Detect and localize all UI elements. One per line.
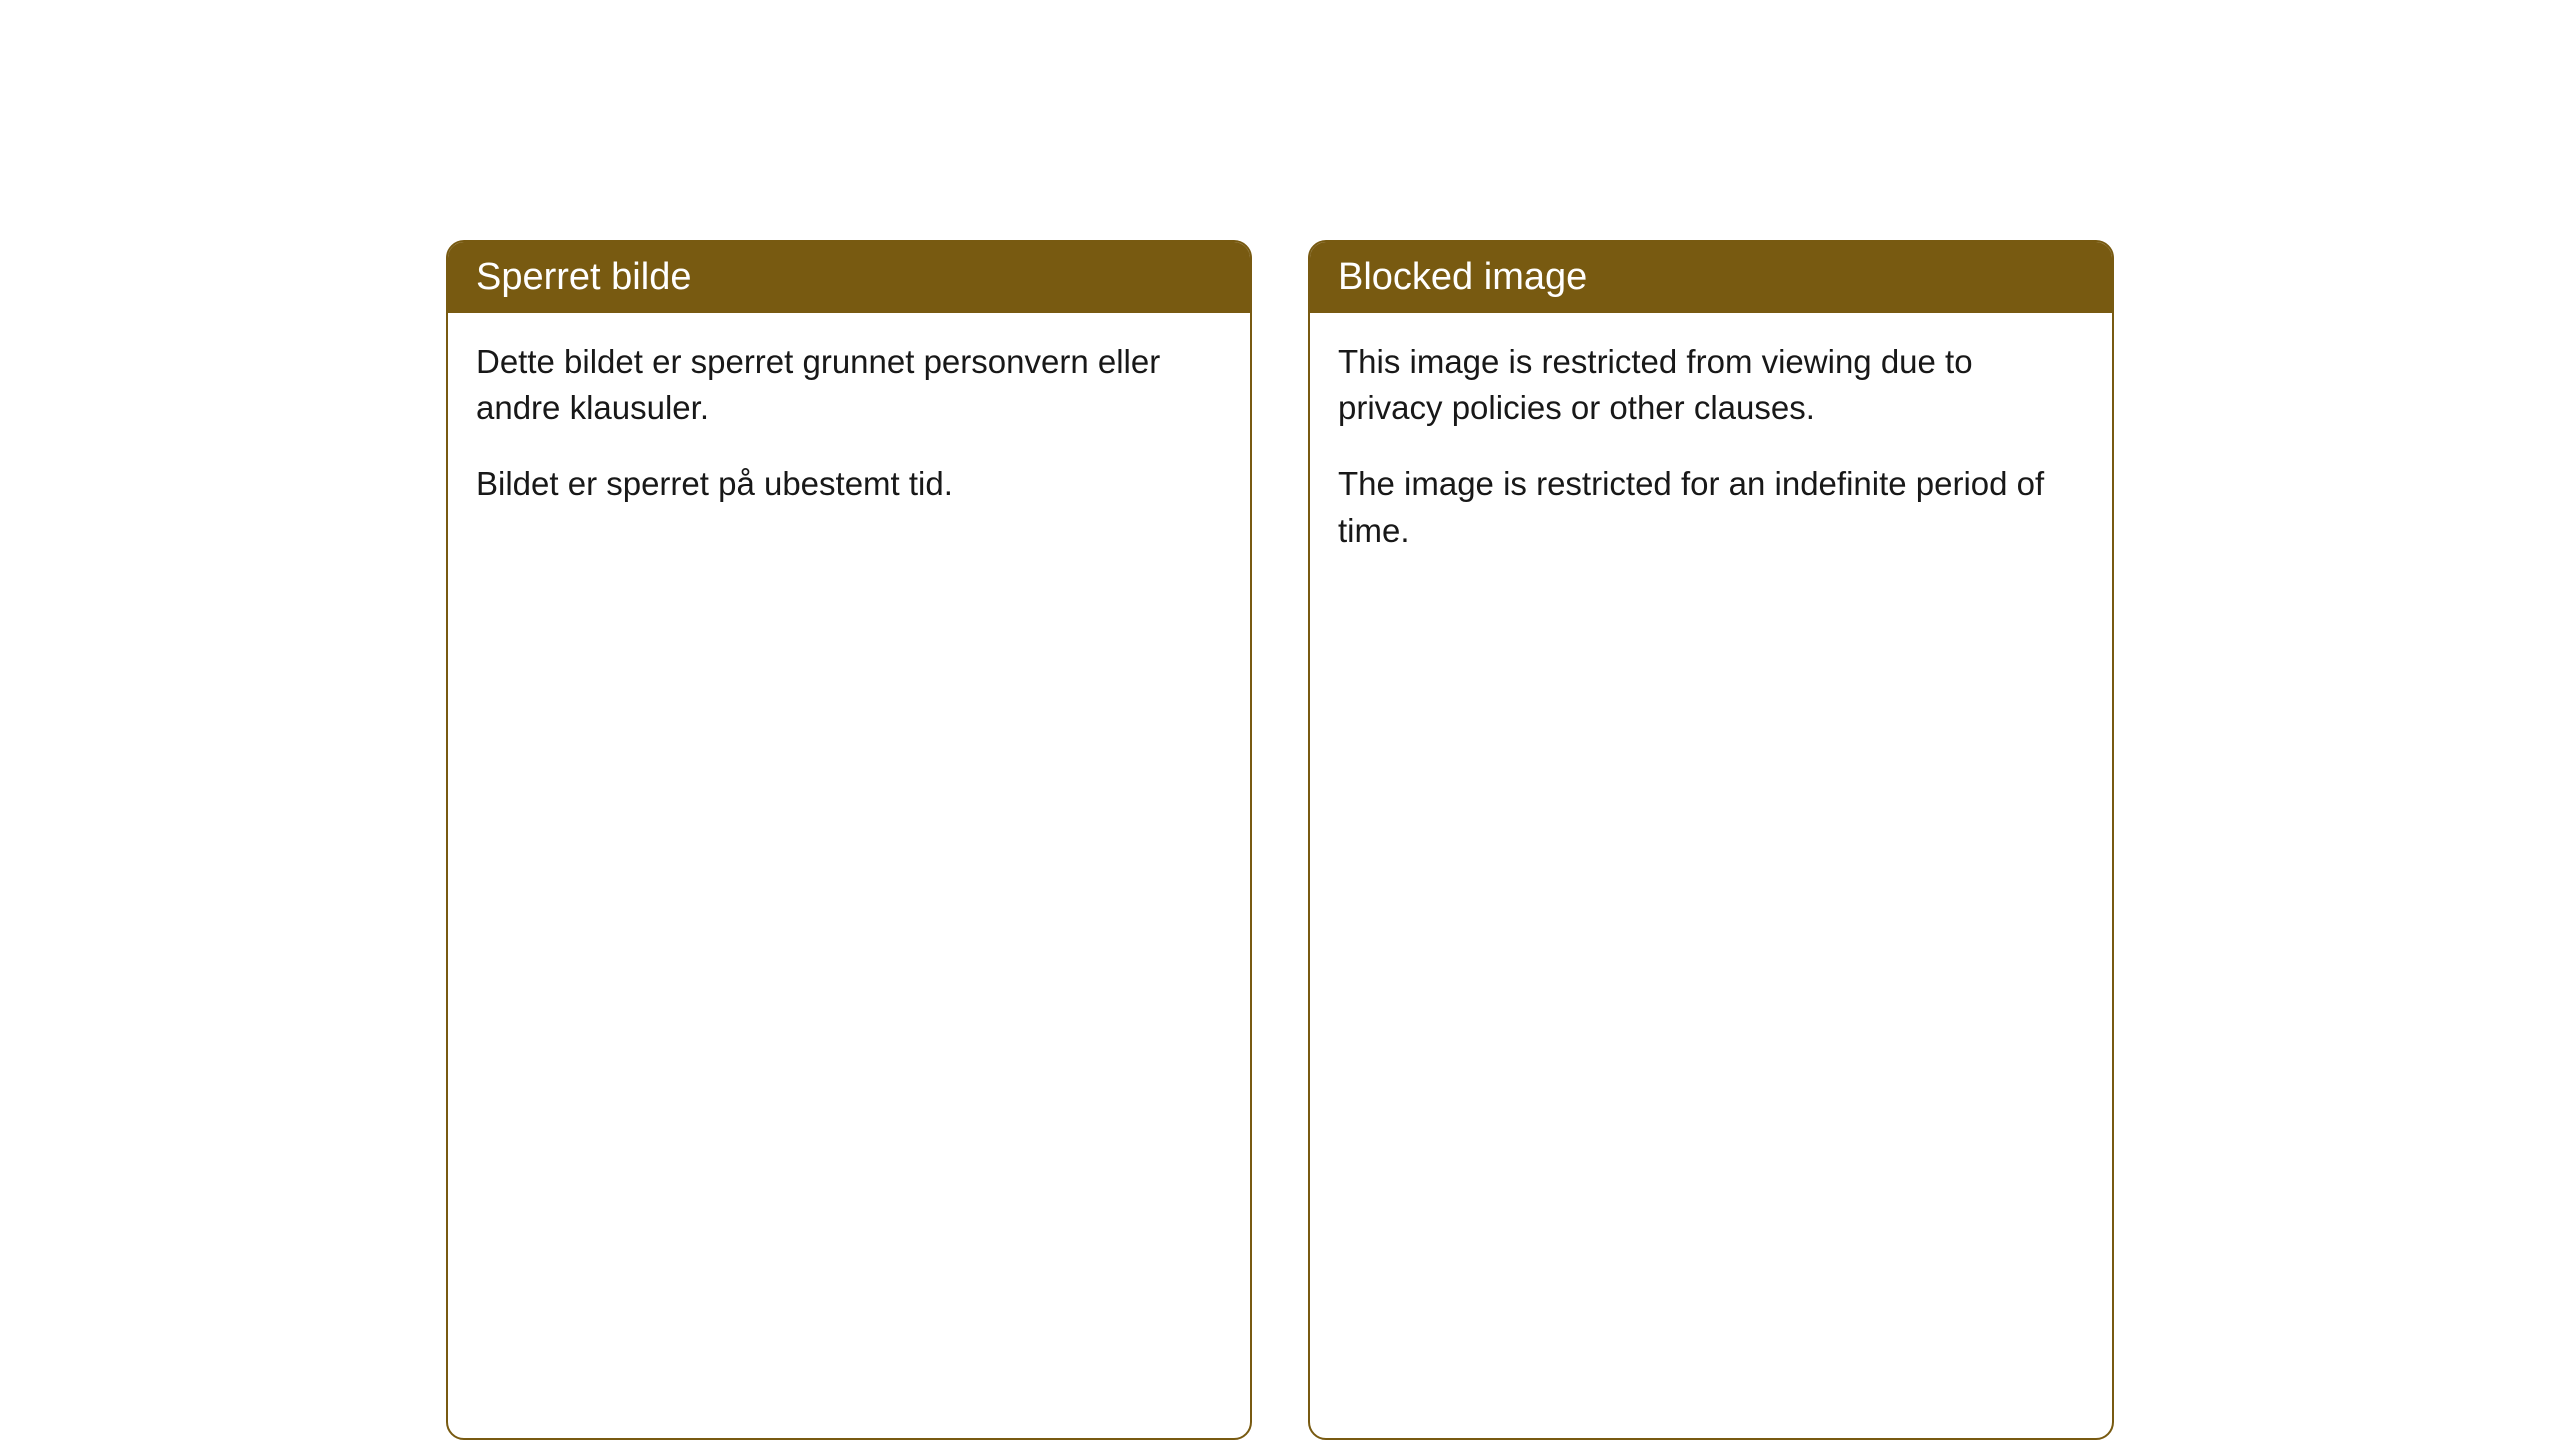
- notice-header-english: Blocked image: [1310, 242, 2112, 313]
- notice-header-norwegian: Sperret bilde: [448, 242, 1250, 313]
- notice-body-norwegian: Dette bildet er sperret grunnet personve…: [448, 313, 1250, 548]
- notice-card-english: Blocked image This image is restricted f…: [1308, 240, 2114, 1440]
- notice-paragraph-1-english: This image is restricted from viewing du…: [1338, 339, 2084, 431]
- notice-paragraph-2-norwegian: Bildet er sperret på ubestemt tid.: [476, 461, 1222, 507]
- notice-container: Sperret bilde Dette bildet er sperret gr…: [446, 240, 2114, 1440]
- notice-paragraph-1-norwegian: Dette bildet er sperret grunnet personve…: [476, 339, 1222, 431]
- notice-body-english: This image is restricted from viewing du…: [1310, 313, 2112, 594]
- notice-paragraph-2-english: The image is restricted for an indefinit…: [1338, 461, 2084, 553]
- notice-card-norwegian: Sperret bilde Dette bildet er sperret gr…: [446, 240, 1252, 1440]
